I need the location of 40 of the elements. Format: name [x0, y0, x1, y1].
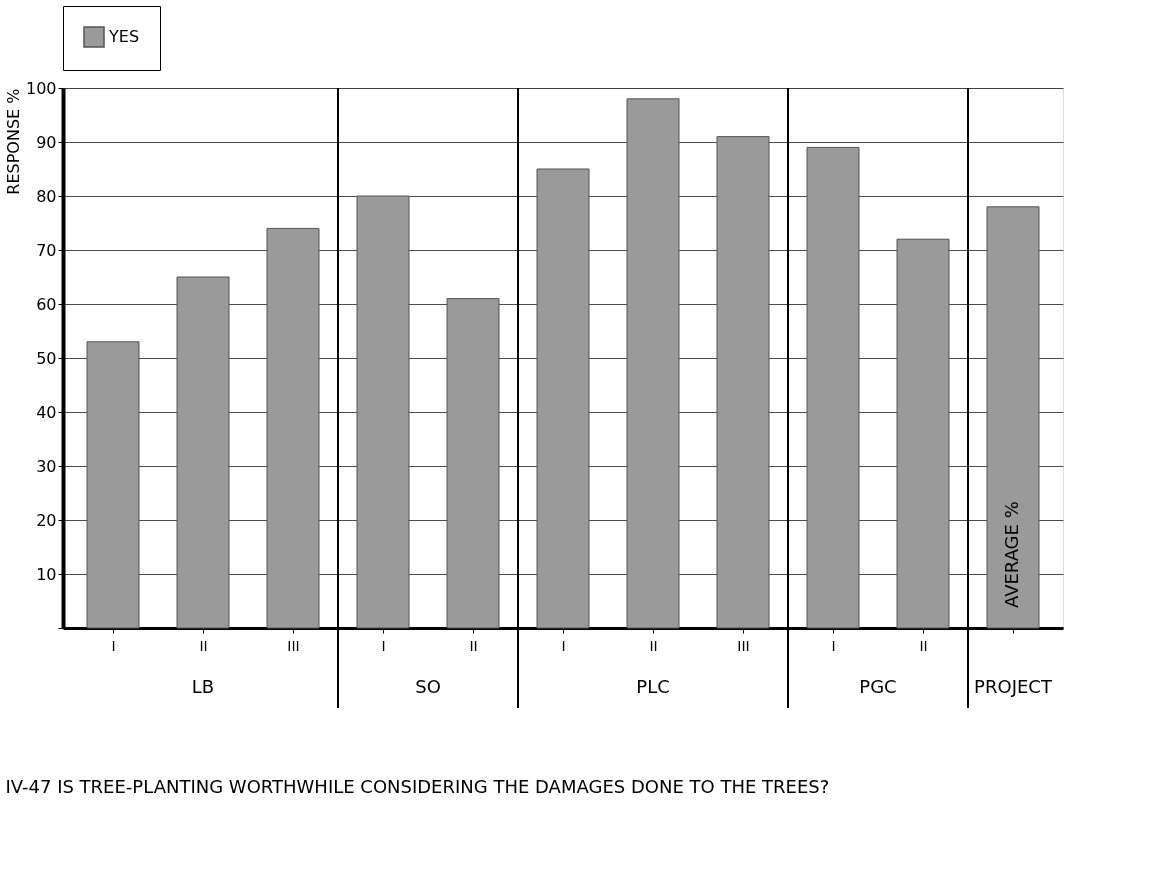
text: SO: [415, 676, 441, 697]
text: PGC: [859, 676, 897, 697]
x-tick-label: I: [381, 637, 386, 654]
y-axis-title: RESPONSE %: [3, 88, 23, 195]
x-tick-label: I: [111, 637, 116, 654]
y-tick-label: 60: [36, 294, 57, 314]
x-tick-label: II: [469, 637, 478, 654]
bar: [626, 98, 680, 629]
y-tick-label: 30: [36, 456, 57, 476]
y-tick-label: 20: [36, 510, 57, 530]
y-tick-label: 50: [36, 348, 57, 368]
bar: [716, 136, 770, 629]
bar: [176, 276, 230, 629]
x-tick-label: III: [287, 637, 300, 654]
y-tick-label: 40: [36, 402, 57, 422]
bar: [266, 227, 320, 629]
annotation: AVERAGE %: [1001, 501, 1022, 608]
bar: [896, 238, 950, 629]
y-tick-label: 80: [36, 186, 57, 206]
bar: [356, 195, 410, 629]
x-tick-label: II: [649, 637, 658, 654]
bar: [446, 298, 500, 629]
x-tick-label: II: [199, 637, 208, 654]
y-tick-label: 100: [25, 78, 57, 98]
text: PLC: [636, 676, 670, 697]
x-tick-label: I: [561, 637, 566, 654]
bar: [536, 168, 590, 629]
y-tick-label: 90: [36, 132, 57, 152]
x-tick-label: I: [831, 637, 836, 654]
text: LB: [191, 676, 215, 697]
bar: [86, 341, 140, 629]
text: PROJECT: [974, 676, 1053, 697]
y-tick-label: 70: [36, 240, 57, 260]
legend-label: YES: [108, 27, 140, 46]
x-tick-label: III: [737, 637, 750, 654]
x-tick-label: II: [919, 637, 928, 654]
bar: [806, 146, 860, 629]
bar: [986, 206, 1040, 629]
y-tick-label: 10: [36, 564, 57, 584]
text: IV-47 IS TREE-PLANTING WORTHWHILE CONSIDERING THE DAMAGES DONE TO THE TREES?: [5, 776, 830, 797]
